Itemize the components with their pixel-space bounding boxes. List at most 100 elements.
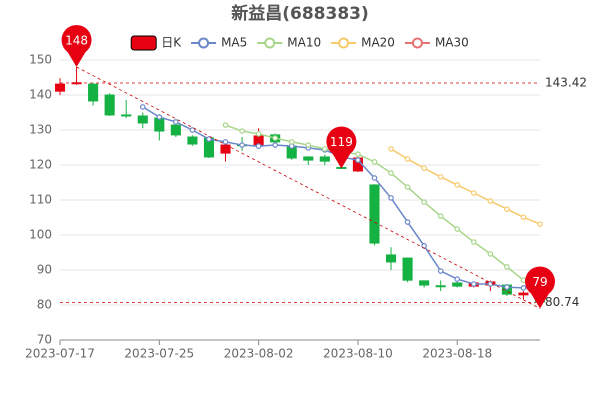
y-tick-label: 140 [29,88,52,102]
ma-point [139,104,146,110]
x-tick-label: 2023-07-17 [25,347,95,361]
candle-body [187,136,198,145]
ma-point [504,284,510,290]
ma-point [520,277,527,283]
y-tick-label: 130 [29,123,52,137]
candle-body [402,257,413,281]
ma-point [454,226,461,232]
legend-swatch [264,37,276,49]
legend-swatch [411,37,423,49]
chart-title: 新益昌(688383) [231,3,369,24]
ma-line [225,124,541,291]
reference-label: 80.74 [545,295,579,309]
trend-line [76,66,541,309]
legend-label: MA10 [287,36,321,50]
candle-body [121,114,132,117]
ma-point [487,251,494,257]
ma-point [288,139,295,145]
candle-body [104,94,115,116]
ma-point [239,128,245,134]
ma-point [470,190,477,196]
ma-point [487,281,494,287]
x-tick-label: 2023-08-18 [422,347,492,361]
ma-point [206,136,212,142]
ma-point [371,159,378,165]
ma-point [504,206,510,212]
legend-label: MA5 [221,36,247,50]
candle-body [385,254,397,263]
legend: 日K MA5 MA10 MA20 MA30 [130,35,469,51]
ma-point [421,165,427,171]
candle-body [435,285,446,288]
y-tick-label: 100 [29,228,52,242]
x-tick-label: 2023-08-10 [323,347,393,361]
marker-pin [525,266,555,309]
y-tick-label: 80 [37,298,52,312]
ma-point [454,182,461,188]
ma-point [272,142,278,148]
ma-point [520,214,527,220]
ma-point [272,135,278,141]
candle-body [369,184,380,244]
legend-swatch [338,37,350,49]
ma-point [173,119,179,125]
y-tick-label: 150 [29,53,52,67]
candle-body [137,115,148,124]
ma-point [520,285,527,291]
ma-point [388,170,394,176]
x-tick-label: 2023-08-02 [224,347,294,361]
y-tick-label: 70 [37,333,52,347]
ma-point [322,146,328,152]
ma-point [156,114,163,120]
ma-point [388,146,394,152]
y-tick-label: 110 [29,193,52,207]
candle-body [154,117,165,132]
candle-body [518,292,529,296]
candle-body [54,83,66,92]
candle-body [220,144,231,154]
candle-body [303,156,314,161]
legend-swatch [130,35,157,51]
ma-point [222,122,229,128]
candle-body [319,156,330,162]
ma-point [355,157,361,163]
ma-point [239,142,245,148]
candle-body [71,82,82,85]
ma-point [470,281,477,287]
ma-point [222,139,229,145]
marker-label: 148 [65,34,88,48]
ma-point [421,199,427,205]
ma-point [255,131,262,137]
marker-pin [61,25,92,67]
marker-label: 79 [532,275,547,289]
legend-label: 日K [161,36,182,50]
ma-point [537,221,543,227]
marker-pin [326,126,357,169]
ma-line [390,148,541,225]
ma-point [437,213,444,219]
ma-point [255,143,262,149]
legend-swatch [198,37,210,49]
ma-point [404,156,411,162]
ma-point [454,276,461,282]
candle-body [88,83,99,102]
ma-point [504,264,510,270]
ma-point [305,142,312,148]
ma-point [487,198,494,204]
reference-label: 143.42 [545,76,587,90]
ma-point [355,151,361,157]
ma-point [437,174,444,180]
ma-point [388,195,394,201]
candle-body [452,282,463,287]
y-tick-label: 90 [37,263,52,277]
candle-body [170,124,181,136]
ma-point [404,219,411,225]
marker-label: 119 [330,135,353,149]
ma-point [371,175,378,181]
legend-label: MA30 [435,36,469,50]
legend-label: MA20 [361,36,395,50]
candle-body [419,280,430,286]
ma-point [470,239,477,245]
ma-point [437,268,444,274]
